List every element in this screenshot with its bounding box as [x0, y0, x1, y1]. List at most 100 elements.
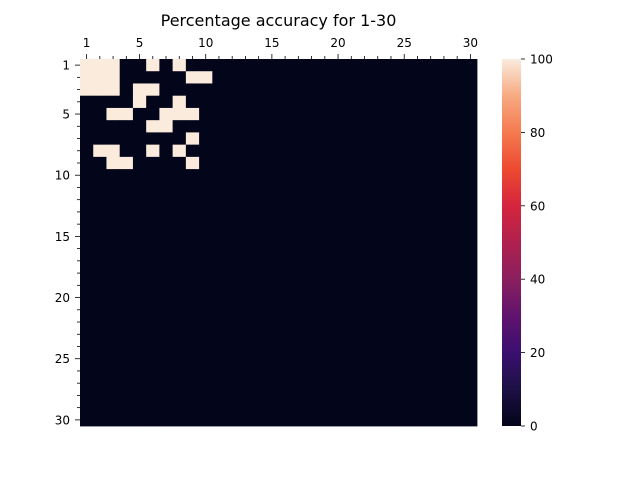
- heatmap-cell: [159, 303, 174, 317]
- heatmap-cell: [172, 254, 187, 268]
- heatmap-cell: [80, 377, 94, 390]
- heatmap-cell: [318, 120, 332, 133]
- heatmap-cell: [424, 328, 438, 341]
- heatmap-cell: [265, 218, 279, 231]
- heatmap-cell: [318, 328, 332, 341]
- heatmap-cell: [146, 59, 160, 72]
- heatmap-cell: [265, 144, 279, 158]
- y-tick-label: 20: [55, 291, 70, 305]
- heatmap-cell: [106, 279, 121, 292]
- heatmap-cell: [437, 413, 451, 427]
- heatmap-cell: [450, 193, 465, 207]
- heatmap-cell: [146, 266, 160, 280]
- heatmap-cell: [371, 156, 385, 170]
- heatmap-cell: [185, 352, 200, 366]
- heatmap-cell: [172, 107, 187, 121]
- heatmap-cell: [225, 254, 240, 268]
- heatmap-cell: [278, 303, 293, 317]
- heatmap-cell: [159, 291, 174, 305]
- heatmap-cell: [185, 340, 200, 353]
- heatmap-cell: [199, 328, 213, 341]
- heatmap-cell: [450, 266, 465, 280]
- heatmap-cell: [344, 328, 359, 341]
- heatmap-cell: [80, 205, 94, 219]
- heatmap-cell: [106, 413, 121, 427]
- heatmap-cell: [159, 59, 174, 72]
- heatmap-cell: [450, 120, 465, 133]
- heatmap-cell: [304, 71, 319, 84]
- heatmap-cell: [212, 401, 226, 415]
- heatmap-cell: [424, 71, 438, 84]
- heatmap-cell: [318, 193, 332, 207]
- heatmap-cell: [252, 389, 266, 402]
- heatmap-cell: [278, 59, 293, 72]
- heatmap-cell: [291, 120, 306, 133]
- heatmap-cell: [93, 413, 107, 427]
- heatmap-cell: [159, 266, 174, 280]
- heatmap-cell: [225, 364, 240, 378]
- heatmap-cell: [291, 169, 306, 182]
- heatmap-cell: [304, 377, 319, 390]
- heatmap-cell: [80, 328, 94, 341]
- heatmap-cell: [424, 389, 438, 402]
- heatmap-cell: [238, 107, 253, 121]
- heatmap-cell: [146, 132, 160, 146]
- x-tick-label: 10: [198, 36, 213, 50]
- heatmap-cell: [80, 120, 94, 133]
- heatmap-cell: [371, 254, 385, 268]
- heatmap-cell: [252, 315, 266, 329]
- heatmap-cell: [80, 144, 94, 158]
- heatmap-cell: [424, 120, 438, 133]
- heatmap-cell: [106, 303, 121, 317]
- heatmap-cell: [93, 83, 107, 97]
- heatmap-cell: [132, 230, 147, 243]
- heatmap-cell: [119, 389, 134, 402]
- heatmap-cell: [371, 242, 385, 256]
- heatmap-cell: [397, 193, 412, 207]
- colorbar-tick-label: 0: [530, 420, 538, 434]
- heatmap-cell: [331, 291, 346, 305]
- heatmap-cell: [410, 193, 425, 207]
- heatmap-cell: [331, 279, 346, 292]
- heatmap-cell: [80, 230, 94, 243]
- heatmap-cell: [331, 156, 346, 170]
- heatmap-cell: [80, 340, 94, 353]
- heatmap-cell: [357, 340, 372, 353]
- heatmap-cell: [318, 132, 332, 146]
- heatmap-cell: [212, 230, 226, 243]
- heatmap-cell: [463, 291, 478, 305]
- heatmap-cell: [119, 315, 134, 329]
- heatmap-cell: [106, 83, 121, 97]
- heatmap-cell: [450, 328, 465, 341]
- heatmap-cell: [238, 352, 253, 366]
- heatmap-cell: [93, 254, 107, 268]
- heatmap-cell: [159, 205, 174, 219]
- heatmap-cell: [397, 181, 412, 194]
- heatmap-cell: [159, 364, 174, 378]
- heatmap-cell: [252, 83, 266, 97]
- heatmap-cell: [106, 254, 121, 268]
- heatmap-cell: [463, 144, 478, 158]
- heatmap-cell: [278, 218, 293, 231]
- heatmap-cell: [450, 71, 465, 84]
- heatmap-cell: [225, 218, 240, 231]
- heatmap-cell: [331, 132, 346, 146]
- heatmap-cell: [437, 71, 451, 84]
- heatmap-cell: [318, 413, 332, 427]
- heatmap-cell: [146, 291, 160, 305]
- heatmap-cell: [344, 120, 359, 133]
- heatmap-cell: [450, 279, 465, 292]
- heatmap-cell: [132, 59, 147, 72]
- heatmap-cell: [265, 59, 279, 72]
- heatmap-cell: [199, 169, 213, 182]
- heatmap-cell: [238, 120, 253, 133]
- heatmap-cell: [424, 340, 438, 353]
- heatmap-cell: [212, 144, 226, 158]
- heatmap-cell: [146, 279, 160, 292]
- heatmap-cell: [357, 144, 372, 158]
- heatmap-cell: [357, 95, 372, 109]
- heatmap-cell: [278, 279, 293, 292]
- heatmap-cell: [225, 413, 240, 427]
